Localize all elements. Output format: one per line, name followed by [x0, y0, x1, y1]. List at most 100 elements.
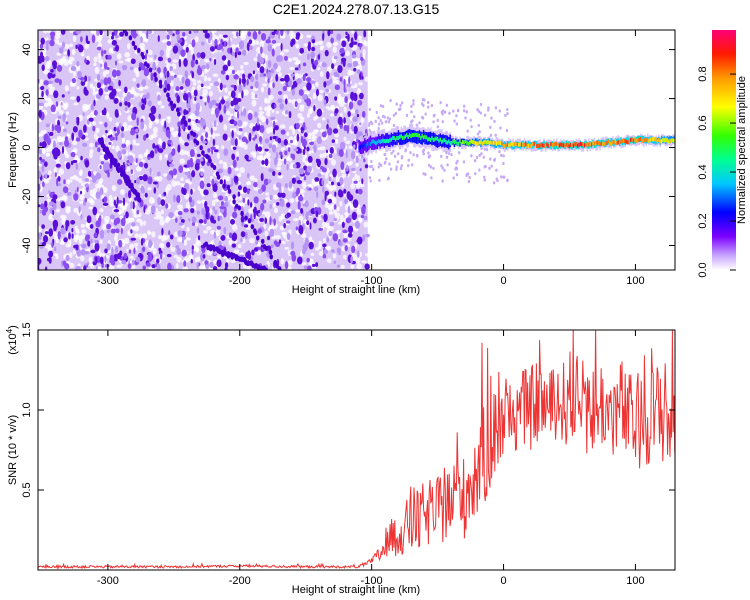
noise-blob — [197, 65, 201, 71]
fringe-dot — [368, 176, 372, 180]
fringe-dot — [392, 123, 396, 128]
noise-blob — [279, 77, 286, 82]
noise-blob — [280, 30, 284, 37]
streak-blob — [182, 115, 186, 121]
signal-core — [420, 135, 422, 140]
noise-blob — [65, 121, 69, 125]
signal-core — [539, 144, 541, 149]
noise-blob — [107, 76, 112, 85]
signal-core — [382, 138, 384, 143]
noise-blob — [128, 155, 134, 164]
signal-core — [561, 143, 564, 148]
signal-core — [490, 140, 492, 145]
signal-band — [575, 143, 578, 150]
noise-blob — [290, 210, 296, 215]
noise-blob — [188, 196, 193, 203]
noise-speckle — [314, 129, 319, 133]
signal-core — [624, 139, 627, 144]
signal-core — [635, 138, 638, 143]
noise-blob — [143, 97, 147, 106]
noise-speckle — [320, 70, 324, 78]
noise-blob — [172, 33, 175, 37]
noise-speckle — [108, 47, 113, 54]
fringe-dot — [441, 166, 444, 170]
fringe-dot — [381, 104, 385, 109]
noise-blob — [186, 159, 191, 168]
fringe-dot — [424, 112, 427, 116]
noise-blob — [353, 125, 358, 135]
signal-core — [536, 144, 538, 149]
fringe-dot — [381, 114, 385, 118]
noise-speckle — [59, 109, 64, 115]
noise-blob — [260, 203, 265, 211]
noise-speckle — [152, 126, 159, 134]
noise-blob — [143, 205, 146, 214]
signal-core — [557, 143, 559, 148]
noise-blob — [331, 139, 336, 143]
noise-blob — [278, 239, 282, 244]
streak-blob — [195, 140, 200, 146]
noise-blob — [230, 218, 236, 225]
noise-blob — [267, 44, 273, 52]
noise-blob — [277, 54, 283, 62]
noise-blob — [119, 102, 122, 107]
noise-blob — [223, 148, 229, 156]
signal-core — [399, 134, 401, 139]
noise-blob — [286, 202, 291, 208]
y-tick-label: 1.0 — [21, 402, 33, 417]
noise-speckle — [160, 119, 165, 126]
signal-core — [625, 139, 628, 144]
noise-speckle — [159, 220, 165, 226]
noise-blob — [79, 190, 83, 195]
noise-speckle — [47, 100, 52, 105]
noise-blob — [206, 95, 210, 104]
noise-blob — [213, 149, 219, 153]
noise-blob — [347, 232, 353, 238]
noise-blob — [74, 189, 77, 194]
noise-speckle — [355, 257, 361, 264]
noise-blob — [227, 59, 231, 67]
noise-blob — [44, 200, 48, 208]
noise-speckle — [67, 179, 73, 183]
noise-speckle — [76, 86, 80, 90]
noise-speckle — [350, 183, 355, 189]
noise-speckle — [252, 153, 257, 159]
noise-speckle — [79, 200, 85, 204]
noise-speckle — [154, 118, 160, 124]
noise-speckle — [203, 75, 208, 82]
noise-speckle — [307, 135, 312, 140]
noise-speckle — [363, 39, 367, 45]
noise-speckle — [312, 92, 317, 100]
fringe-dot — [462, 104, 466, 108]
noise-blob — [296, 179, 303, 185]
noise-speckle — [89, 142, 94, 148]
fringe-dot — [478, 153, 481, 158]
noise-blob — [217, 168, 224, 174]
noise-blob — [188, 218, 191, 222]
noise-blob — [51, 123, 55, 132]
noise-blob — [284, 260, 289, 270]
noise-blob — [195, 102, 200, 112]
noise-blob — [286, 232, 291, 241]
noise-blob — [99, 63, 103, 68]
noise-blob — [264, 148, 269, 152]
noise-blob — [75, 162, 79, 170]
fringe-dot — [394, 111, 398, 116]
signal-core — [516, 142, 519, 147]
signal-core — [597, 141, 600, 146]
noise-speckle — [358, 217, 362, 222]
noise-blob — [212, 206, 215, 211]
noise-blob — [52, 202, 57, 211]
noise-blob — [328, 176, 332, 182]
noise-blob — [348, 76, 351, 85]
noise-blob — [94, 242, 100, 252]
noise-blob — [303, 176, 307, 181]
noise-blob — [120, 218, 126, 227]
spectrogram-image — [38, 30, 675, 270]
signal-core — [361, 143, 363, 148]
signal-core — [547, 143, 550, 148]
signal-core — [519, 142, 522, 147]
noise-blob — [321, 199, 326, 206]
y-tick-label: 0 — [21, 144, 33, 150]
noise-blob — [206, 183, 211, 188]
